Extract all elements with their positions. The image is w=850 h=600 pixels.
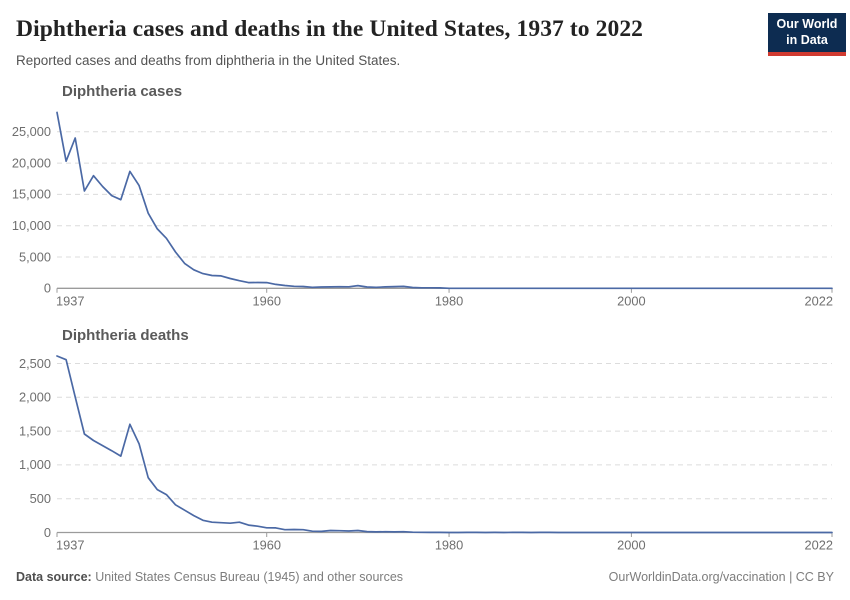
x-tick-label: 2000 — [617, 538, 645, 553]
y-tick-label: 0 — [44, 281, 51, 296]
y-tick-label: 25,000 — [12, 124, 51, 139]
x-tick-label: 2022 — [805, 538, 833, 553]
deaths-chart: 0 500 1,000 1,500 2,000 2,500 1937 1960 1980 2000… — [19, 355, 833, 553]
footer-source-label: Data source: — [16, 570, 92, 584]
x-tick-label: 1937 — [56, 293, 84, 308]
x-tick-label: 1960 — [252, 538, 280, 553]
x-tick-label: 1980 — [435, 538, 463, 553]
footer-data-source: Data source: United States Census Bureau… — [16, 570, 403, 584]
y-tick-label: 1,500 — [19, 423, 51, 438]
page-subtitle: Reported cases and deaths from diphtheri… — [16, 53, 401, 68]
diphtheria-deaths-line — [56, 355, 833, 534]
cases-chart-title: Diphtheria cases — [62, 83, 183, 100]
diphtheria-cases-line — [56, 111, 833, 290]
x-tick-label: 1937 — [56, 538, 84, 553]
cases-chart: 0 5,000 10,000 15,000 20,000 25,000 1937 1960 19… — [12, 111, 833, 308]
owid-logo-line2: in Data — [786, 33, 828, 47]
y-tick-label: 2,000 — [19, 390, 51, 405]
x-tick-label: 2000 — [617, 293, 645, 308]
y-tick-label: 0 — [44, 525, 51, 540]
y-tick-label: 15,000 — [12, 187, 51, 202]
deaths-chart-title: Diphtheria deaths — [62, 327, 189, 344]
y-tick-label: 5,000 — [19, 249, 51, 264]
y-tick-label: 2,500 — [19, 356, 51, 371]
x-tick-label: 1960 — [252, 293, 280, 308]
footer-source-text: United States Census Bureau (1945) and o… — [91, 570, 404, 584]
y-tick-label: 500 — [30, 491, 51, 506]
footer-license: OurWorldinData.org/vaccination | CC BY — [608, 570, 834, 584]
page-title: Diphtheria cases and deaths in the Unite… — [16, 16, 644, 42]
x-tick-label: 1980 — [435, 293, 463, 308]
owid-logo: Our World in Data — [768, 13, 846, 56]
x-tick-label: 2022 — [805, 293, 833, 308]
y-tick-label: 20,000 — [12, 155, 51, 170]
y-tick-label: 1,000 — [19, 457, 51, 472]
y-tick-label: 10,000 — [12, 218, 51, 233]
owid-logo-line1: Our World — [776, 17, 838, 31]
